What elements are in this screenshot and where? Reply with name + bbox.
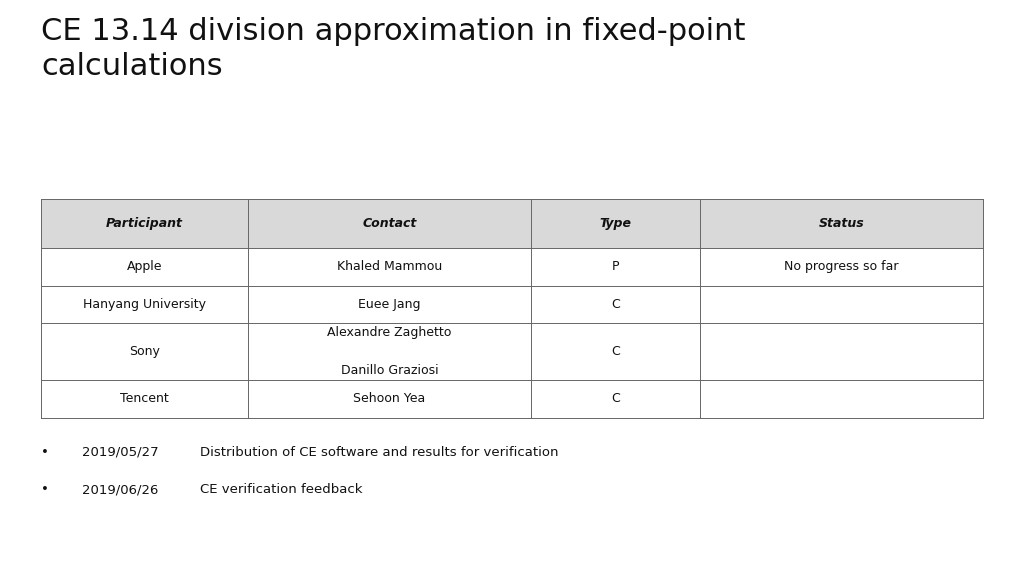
Text: C: C <box>611 392 620 406</box>
Text: Tencent: Tencent <box>120 392 169 406</box>
Text: Participant: Participant <box>106 217 183 230</box>
Text: Sony: Sony <box>129 345 160 358</box>
Text: CE 13.14 division approximation in fixed-point
calculations: CE 13.14 division approximation in fixed… <box>41 17 745 81</box>
Text: CE verification feedback: CE verification feedback <box>200 483 362 496</box>
Bar <box>41 199 983 248</box>
Text: Type: Type <box>600 217 632 230</box>
Text: C: C <box>611 345 620 358</box>
Text: Euee Jang: Euee Jang <box>358 298 421 311</box>
Text: Status: Status <box>819 217 864 230</box>
Text: No progress so far: No progress so far <box>784 260 899 273</box>
Text: •: • <box>41 483 49 496</box>
Text: Distribution of CE software and results for verification: Distribution of CE software and results … <box>200 446 558 458</box>
Text: P: P <box>612 260 620 273</box>
Text: Apple: Apple <box>127 260 163 273</box>
Text: Sehoon Yea: Sehoon Yea <box>353 392 426 406</box>
Text: •: • <box>41 446 49 458</box>
Text: Alexandre Zaghetto

Danillo Graziosi: Alexandre Zaghetto Danillo Graziosi <box>328 326 452 377</box>
Text: 2019/06/26: 2019/06/26 <box>82 483 159 496</box>
Text: 2019/05/27: 2019/05/27 <box>82 446 159 458</box>
Text: Contact: Contact <box>362 217 417 230</box>
Text: Khaled Mammou: Khaled Mammou <box>337 260 442 273</box>
Text: Hanyang University: Hanyang University <box>83 298 206 311</box>
Text: C: C <box>611 298 620 311</box>
